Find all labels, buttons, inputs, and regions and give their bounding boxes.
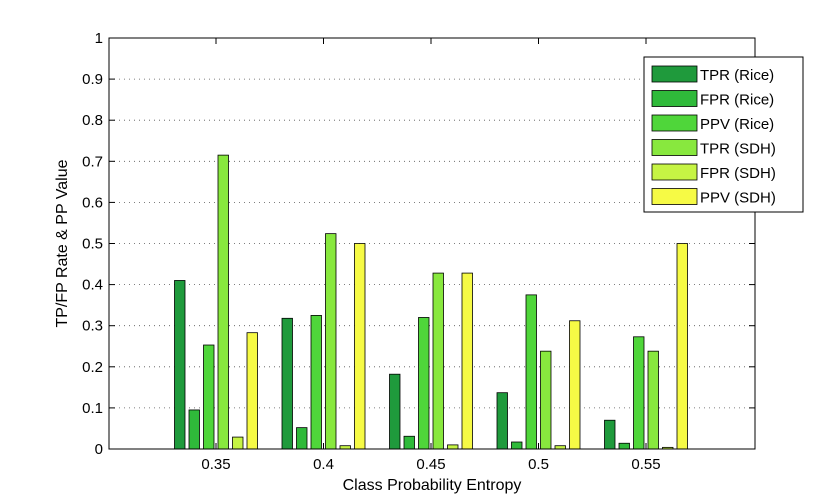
- bar: [296, 427, 308, 450]
- y-tick-label: 0.4: [82, 277, 103, 294]
- bar: [310, 315, 322, 450]
- bar: [246, 332, 258, 450]
- bar: [232, 436, 244, 450]
- legend-label: PPV (SDH): [700, 190, 776, 207]
- bar: [569, 320, 581, 450]
- legend-label: PPV (Rice): [700, 116, 774, 133]
- y-tick-label: 0.2: [82, 359, 103, 376]
- bar: [447, 444, 459, 450]
- bar: [604, 419, 616, 450]
- x-tick-label: 0.55: [631, 456, 660, 473]
- x-axis-label: Class Probability Entropy: [343, 477, 522, 494]
- legend-swatch: [651, 163, 698, 181]
- bar: [217, 154, 229, 450]
- legend-label: TPR (Rice): [700, 67, 774, 84]
- bar: [676, 243, 688, 450]
- y-tick-label: 0.1: [82, 400, 103, 417]
- bar: [403, 435, 415, 450]
- bar: [418, 317, 430, 450]
- bar: [432, 272, 444, 450]
- legend: TPR (Rice) FPR (Rice) PPV (Rice) TPR (SDH) F…: [643, 56, 804, 213]
- y-tick-label: 0.5: [82, 236, 103, 253]
- y-tick-label: 0.9: [82, 71, 103, 88]
- bar: [511, 441, 523, 450]
- bar: [389, 373, 401, 450]
- ticks: 0 0.1 0.2 0.3 0.4 0.5 0.6 0.7 0.8 0.9 1 0.35 0.4 0.45…: [82, 30, 755, 473]
- bar: [496, 392, 508, 450]
- bar: [325, 233, 337, 450]
- bar: [461, 272, 473, 450]
- y-tick-label: 0.7: [82, 153, 103, 170]
- legend-swatch: [651, 114, 698, 132]
- legend-box: [643, 56, 804, 213]
- bar: [525, 294, 537, 450]
- bar: [633, 336, 645, 450]
- y-tick-label: 0.8: [82, 112, 103, 129]
- x-tick-label: 0.35: [201, 456, 230, 473]
- bar: [281, 317, 293, 450]
- legend-swatch: [651, 65, 698, 83]
- legend-label: FPR (Rice): [700, 92, 774, 109]
- y-tick-label: 0.6: [82, 194, 103, 211]
- legend-swatch: [651, 139, 698, 156]
- y-axis-label: TP/FP Rate & PP Value: [54, 159, 71, 327]
- x-tick-label: 0.45: [416, 456, 445, 473]
- bar: [174, 280, 186, 450]
- bar: [618, 442, 630, 450]
- bar: [540, 350, 552, 450]
- bar: [188, 409, 200, 450]
- legend-label: TPR (SDH): [700, 141, 776, 158]
- y-tick-label: 1: [95, 30, 103, 47]
- legend-label: FPR (SDH): [700, 165, 776, 182]
- y-tick-label: 0.3: [82, 318, 103, 335]
- x-tick-label: 0.5: [528, 456, 549, 473]
- legend-swatch: [651, 90, 698, 107]
- bar: [354, 243, 366, 450]
- bar: [647, 350, 659, 450]
- legend-swatch: [651, 188, 698, 205]
- x-tick-label: 0.4: [313, 456, 334, 473]
- y-tick-label: 0: [95, 441, 103, 458]
- bar: [203, 344, 215, 450]
